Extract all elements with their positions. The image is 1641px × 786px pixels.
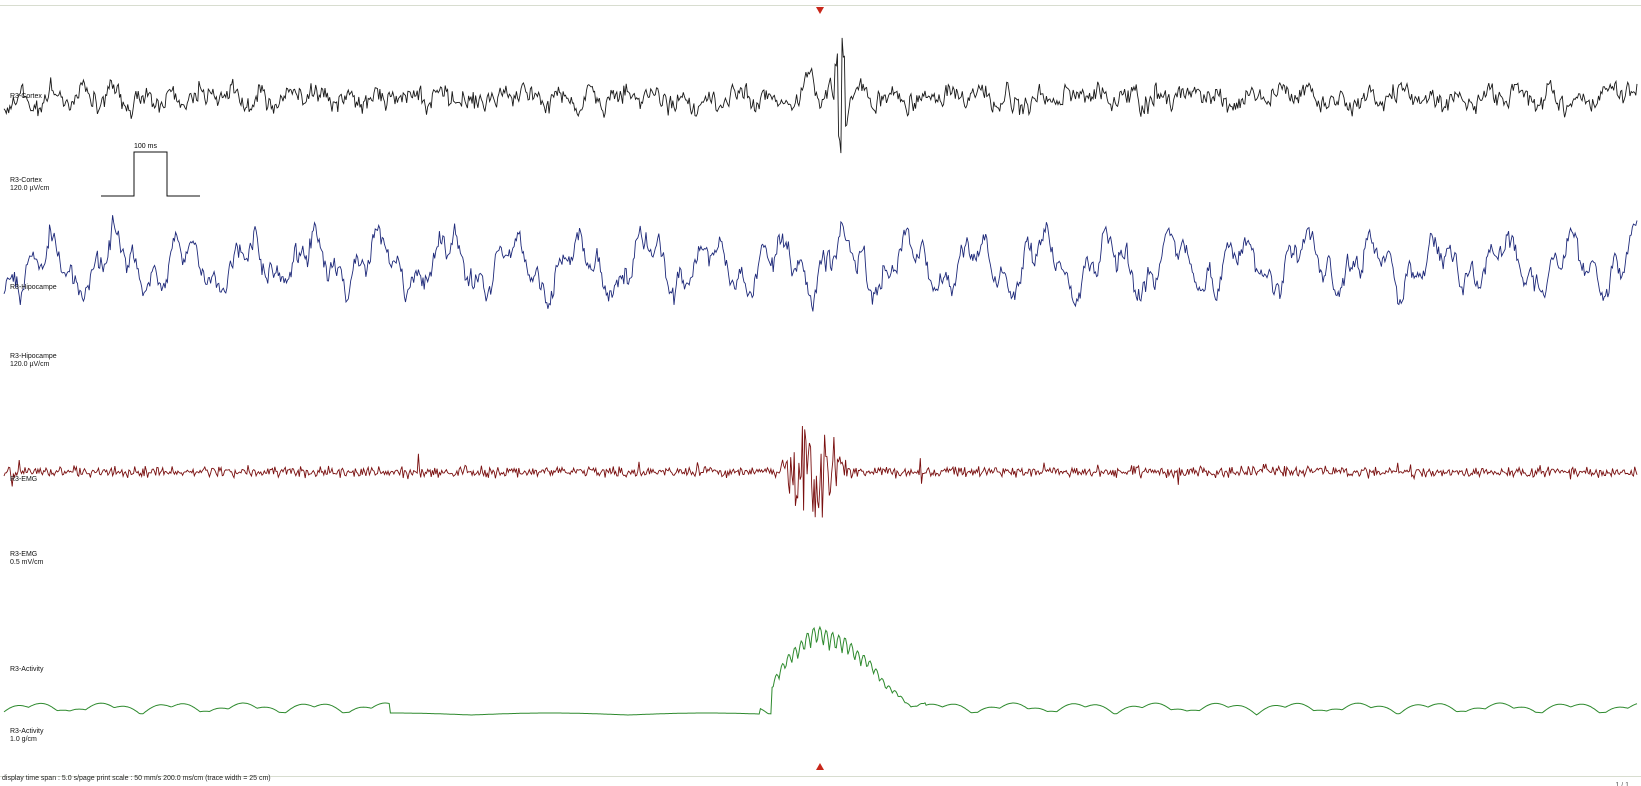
activity-trace [3, 625, 1638, 716]
hippocampus-inline-label: R3-Hipocampe [10, 284, 57, 291]
time-cursor-bottom-marker[interactable] [816, 763, 824, 770]
emg-channel-scale: 0.5 mV/cm [10, 559, 44, 566]
emg-channel-info: R3-EMG 0.5 mV/cm [10, 551, 43, 567]
activity-inline-label: R3-Activity [10, 666, 44, 673]
hippocampus-channel-info: R3-Hipocampe 120.0 µV/cm [10, 353, 57, 369]
emg-trace [3, 425, 1638, 518]
activity-channel-name: R3-Activity [10, 728, 44, 735]
cortex-channel-info: R3-Cortex 120.0 µV/cm [10, 177, 49, 193]
time-cursor-top-marker[interactable] [816, 7, 824, 14]
calibration-label: 100 ms [134, 143, 157, 150]
activity-channel-info: R3-Activity 1.0 g/cm [10, 728, 43, 744]
cortex-channel-scale: 120.0 µV/cm [10, 185, 50, 192]
cortex-inline-label: R3-Cortex [10, 93, 42, 100]
trace-frame [0, 5, 1641, 777]
cortex-channel-name: R3-Cortex [10, 177, 42, 184]
calibration-pulse [101, 151, 200, 197]
activity-channel-scale: 1.0 g/cm [10, 736, 37, 743]
print-settings-footer: display time span : 5.0 s/page print sca… [2, 775, 271, 782]
hippocampus-trace [3, 215, 1638, 312]
hippocampus-channel-name: R3-Hipocampe [10, 353, 57, 360]
emg-channel-name: R3-EMG [10, 551, 38, 558]
page-indicator: 1 / 1 [1615, 782, 1629, 786]
hippocampus-channel-scale: 120.0 µV/cm [10, 361, 50, 368]
emg-inline-label: R3-EMG [10, 476, 38, 483]
cortex-trace [3, 37, 1638, 154]
